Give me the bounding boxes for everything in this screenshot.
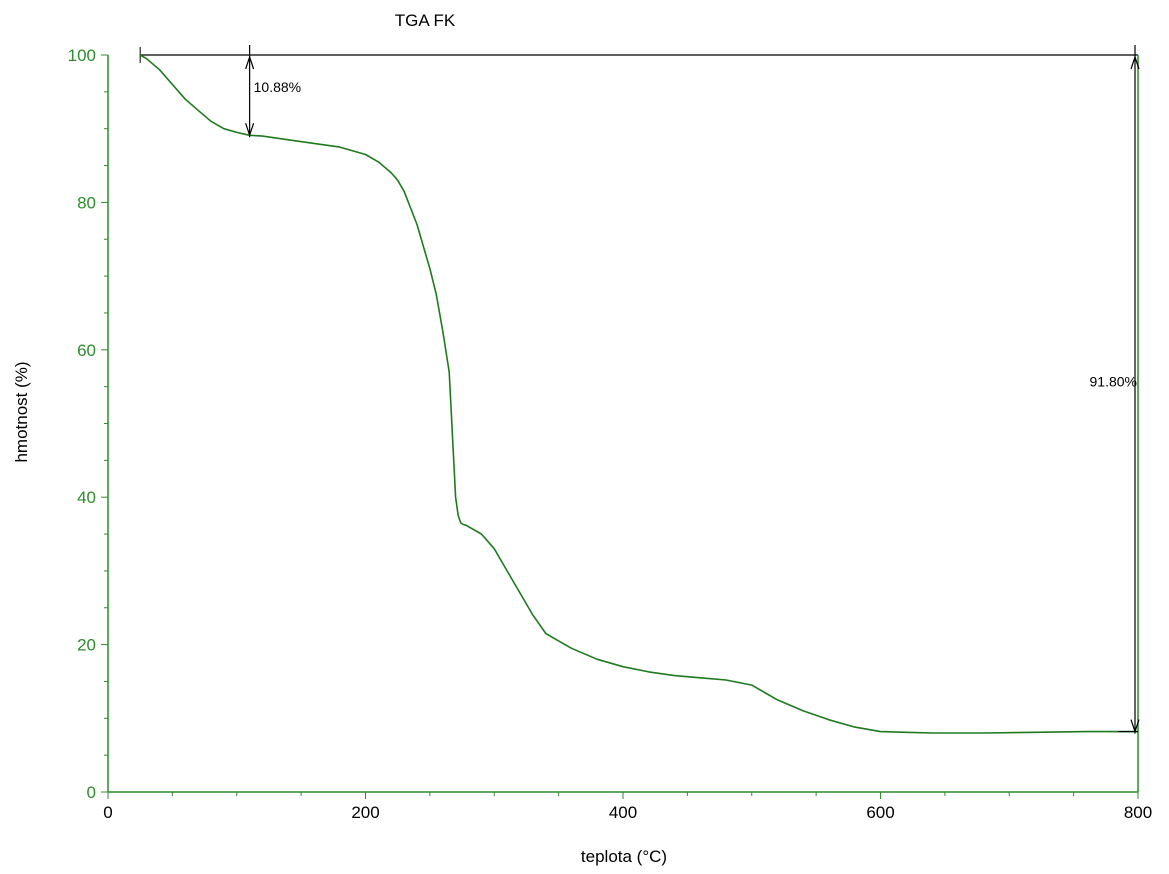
x-tick-label: 400 (609, 803, 637, 822)
chart-title: TGA FK (395, 11, 456, 30)
series-layer (139, 54, 1138, 734)
y-tick-label: 20 (77, 636, 96, 655)
y-axis-title: hmotnost (%) (12, 361, 31, 462)
y-tick-label: 80 (77, 193, 96, 212)
arrow-head-up (245, 55, 255, 70)
tga-curve (139, 54, 1138, 734)
y-tick-label: 40 (77, 488, 96, 507)
annotation-label: 91.80% (1090, 374, 1137, 390)
arrow-head-up (1130, 55, 1140, 70)
x-tick-label: 800 (1124, 803, 1152, 822)
x-tick-label: 0 (103, 803, 112, 822)
annotation-label: 10.88% (254, 79, 301, 95)
reference-lines (139, 47, 1139, 792)
y-tick-label: 100 (68, 46, 96, 65)
y-tick-label: 60 (77, 341, 96, 360)
arrow-head-down (245, 122, 255, 138)
annotations: 10.88% 91.80% (245, 45, 1140, 734)
x-tick-label: 600 (866, 803, 894, 822)
axes: 0 200 400 600 800 0 20 40 60 80 100 (68, 46, 1153, 822)
y-tick-label: 0 (87, 783, 96, 802)
x-axis-title: teplota (°C) (581, 847, 667, 866)
x-tick-label: 200 (351, 803, 379, 822)
